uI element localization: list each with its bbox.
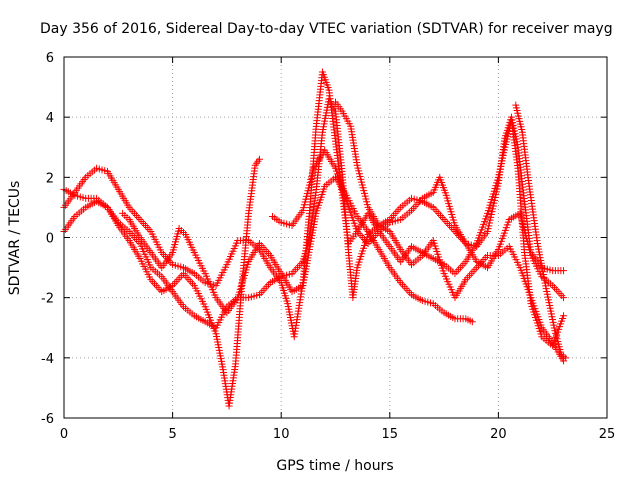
data-point: [562, 354, 570, 362]
x-axis-label: GPS time / hours: [276, 458, 393, 474]
y-tick-labels: -6 -4 -2 0 2 4 6: [41, 51, 54, 427]
axis-ticks: [63, 56, 608, 419]
x-tick-label: 15: [382, 427, 399, 442]
y-tick-label: 2: [46, 171, 54, 186]
y-tick-label: 4: [46, 111, 54, 126]
x-tick-label: 25: [599, 427, 616, 442]
y-tick-label: -2: [41, 292, 54, 307]
data-point: [560, 294, 568, 302]
series-trace-5: [269, 146, 568, 302]
x-tick-label: 10: [273, 427, 290, 442]
y-tick-label: -6: [41, 412, 54, 427]
data-point: [560, 267, 568, 275]
x-tick-label: 20: [490, 427, 507, 442]
series-trace-3: [60, 155, 263, 410]
x-tick-label: 5: [168, 427, 176, 442]
data-point: [468, 318, 476, 326]
y-axis-label: SDTVAR / TECUs: [7, 181, 23, 296]
x-tick-label: 0: [60, 427, 68, 442]
chart-title: Day 356 of 2016, Sidereal Day-to-day VTE…: [40, 21, 613, 37]
y-tick-label: -4: [41, 352, 54, 367]
y-tick-label: 0: [46, 232, 54, 247]
data-point: [560, 312, 568, 320]
series-trace-4: [119, 173, 476, 326]
series-trace-6: [332, 98, 568, 365]
y-tick-label: 6: [46, 51, 54, 66]
data-points: [60, 68, 570, 410]
data-point: [255, 155, 263, 163]
x-tick-labels: 0 5 10 15 20 25: [60, 427, 615, 442]
series-trace-7: [512, 101, 570, 362]
